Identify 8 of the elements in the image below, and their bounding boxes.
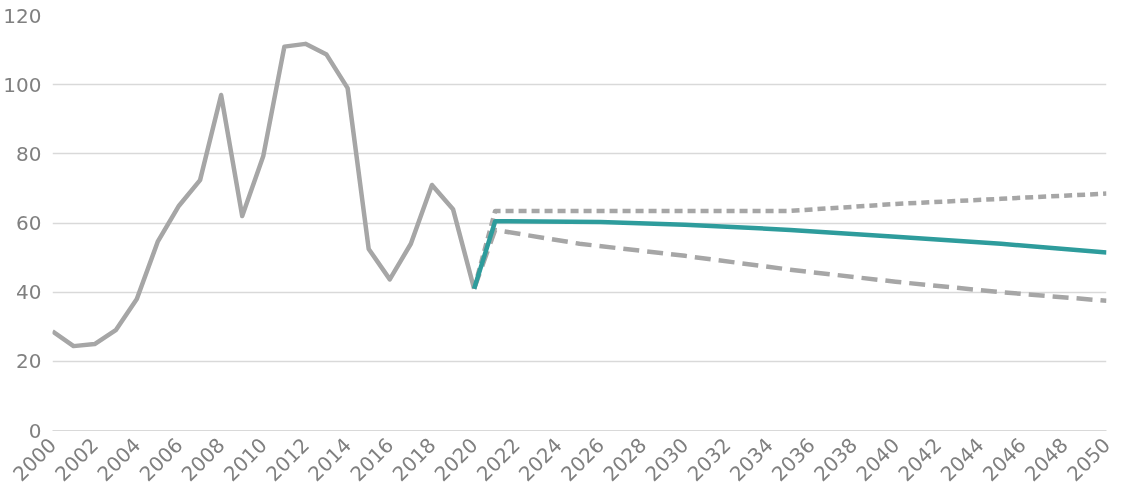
y-tick-label: 20 bbox=[16, 349, 42, 374]
y-tick-label: 0 bbox=[28, 418, 42, 443]
y-tick-label: 60 bbox=[16, 211, 42, 235]
line-series bbox=[471, 219, 1107, 291]
y-tick-label: 120 bbox=[3, 3, 42, 28]
y-tick-label: 40 bbox=[16, 280, 42, 305]
y-tick-label: 100 bbox=[3, 72, 42, 97]
y-tick-label: 80 bbox=[16, 141, 42, 166]
